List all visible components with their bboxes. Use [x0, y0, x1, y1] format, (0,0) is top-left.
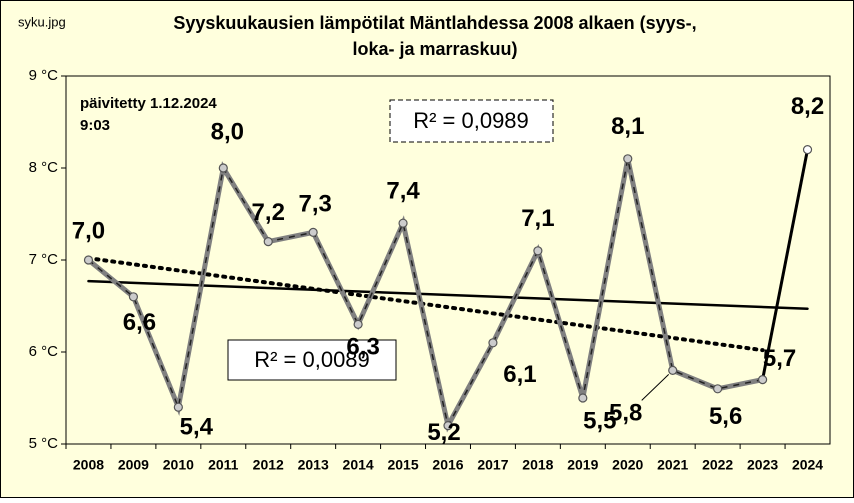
data-label: 7,0	[72, 217, 105, 244]
data-label: 6,1	[503, 361, 536, 388]
update-note: 9:03	[80, 117, 110, 134]
data-label: 6,6	[123, 309, 156, 336]
data-point	[668, 365, 678, 375]
x-tick-label: 2012	[253, 457, 284, 473]
r2-label: R² = 0,0989	[413, 108, 529, 133]
y-tick-label: 7 °C	[29, 251, 59, 268]
update-note: päivitetty 1.12.2024	[80, 95, 217, 112]
data-label: 5,6	[709, 403, 742, 430]
data-point	[218, 163, 228, 173]
x-tick-label: 2011	[208, 457, 239, 473]
data-label: 5,4	[180, 414, 214, 441]
data-point	[802, 145, 813, 155]
data-point	[263, 237, 273, 247]
trend-line	[86, 256, 765, 353]
chart-title: loka- ja marraskuu)	[352, 39, 517, 59]
data-point	[353, 319, 363, 329]
x-tick-label: 2024	[792, 457, 823, 473]
r2-box	[227, 339, 397, 381]
data-point	[83, 255, 94, 265]
r2-box	[389, 99, 554, 143]
data-label: 8,1	[611, 113, 644, 140]
data-label: 7,3	[298, 191, 331, 218]
x-tick-label: 2017	[477, 457, 508, 473]
data-label: 5,2	[427, 419, 460, 446]
x-tick-label: 2016	[432, 457, 463, 473]
data-label: 8,0	[211, 118, 244, 145]
data-point	[488, 338, 498, 348]
x-tick-label: 2014	[343, 457, 374, 473]
x-tick-label: 2013	[298, 457, 329, 473]
x-tick-label: 2015	[387, 457, 418, 473]
data-point	[308, 227, 318, 237]
x-tick-label: 2010	[163, 457, 194, 473]
y-tick-label: 8 °C	[29, 159, 59, 176]
data-point	[443, 421, 453, 431]
data-point	[173, 402, 183, 412]
source-label: syku.jpg	[18, 14, 66, 29]
data-point	[578, 393, 588, 403]
data-label: 5,5	[583, 407, 616, 434]
data-label: 8,2	[791, 93, 824, 120]
data-point	[757, 375, 768, 385]
x-tick-label: 2021	[657, 457, 688, 473]
series-layer: 7,0 6,6 5,4 8,0 7,2 7,3 6,3 7,4 5,2 6,1 7,1 5,5 8,1 5…	[72, 93, 824, 446]
y-tick-label: 6 °C	[29, 343, 59, 360]
data-label: 7,2	[252, 199, 285, 226]
y-tick-label: 9 °C	[29, 67, 59, 84]
trend-line	[87, 279, 809, 311]
data-point	[623, 154, 633, 164]
series-line	[761, 149, 810, 380]
data-point	[533, 246, 543, 256]
y-tick-label: 5 °C	[29, 435, 59, 452]
x-tick-label: 2023	[747, 457, 778, 473]
series-line-dash	[87, 158, 763, 428]
chart-title: Syyskuukausien lämpötilat Mäntlahdessa 2…	[173, 13, 696, 33]
data-point	[713, 384, 723, 394]
data-label: 7,4	[386, 178, 420, 205]
x-tick-label: 2008	[73, 457, 104, 473]
r2-label: R² = 0,0089	[254, 347, 370, 372]
x-tick-label: 2019	[567, 457, 598, 473]
data-label: 5,7	[763, 345, 796, 372]
x-tick-label: 2020	[612, 457, 643, 473]
x-tick-label: 2022	[702, 457, 733, 473]
x-tick-label: 2018	[522, 457, 553, 473]
data-point	[398, 218, 408, 228]
data-label: 5,8	[609, 400, 642, 427]
data-label: 7,1	[521, 205, 554, 232]
leader-line	[641, 374, 670, 401]
data-point	[128, 292, 139, 302]
data-label: 6,3	[346, 334, 379, 361]
x-tick-label: 2009	[118, 457, 149, 473]
